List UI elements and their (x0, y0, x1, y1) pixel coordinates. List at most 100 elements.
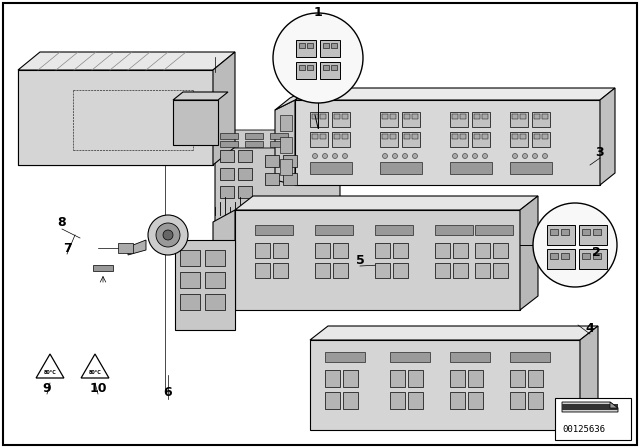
Bar (270, 141, 288, 147)
Bar (118, 243, 133, 253)
Text: 9: 9 (43, 382, 51, 395)
Bar (220, 141, 238, 147)
Bar (238, 168, 252, 180)
Circle shape (533, 203, 617, 287)
Bar (343, 392, 358, 409)
Bar (320, 114, 326, 119)
Bar (280, 137, 292, 153)
Bar (315, 243, 330, 258)
Bar (283, 155, 297, 167)
Text: 7: 7 (63, 241, 72, 254)
Bar (550, 253, 558, 259)
Bar (220, 133, 238, 139)
Circle shape (273, 13, 363, 103)
Bar (265, 173, 279, 185)
Bar (450, 162, 492, 174)
Bar (528, 370, 543, 387)
Bar (325, 370, 340, 387)
Bar (450, 132, 468, 147)
Polygon shape (610, 402, 618, 408)
Bar (510, 370, 525, 387)
Bar (312, 134, 318, 139)
Bar (520, 134, 526, 139)
Bar (542, 114, 548, 119)
Text: 1: 1 (314, 5, 323, 18)
Bar (475, 263, 490, 278)
Bar (542, 134, 548, 139)
Bar (93, 265, 113, 271)
Circle shape (312, 154, 317, 159)
Bar (412, 134, 418, 139)
Circle shape (392, 154, 397, 159)
Bar (593, 253, 601, 259)
Bar (220, 150, 234, 162)
Polygon shape (215, 120, 320, 148)
Bar (493, 243, 508, 258)
Bar (532, 112, 550, 127)
Bar (283, 173, 297, 185)
Bar (408, 370, 423, 387)
Bar (334, 114, 340, 119)
Bar (333, 263, 348, 278)
Bar (404, 114, 410, 119)
Bar (325, 392, 340, 409)
Bar (408, 392, 423, 409)
Bar (220, 186, 234, 198)
Bar (310, 162, 352, 174)
Bar (472, 112, 490, 127)
Bar (245, 133, 263, 139)
Polygon shape (18, 70, 213, 165)
Bar (273, 243, 288, 258)
Bar (390, 352, 430, 362)
Bar (390, 392, 405, 409)
Bar (310, 132, 328, 147)
Bar (534, 134, 540, 139)
Bar (334, 134, 340, 139)
Bar (307, 43, 313, 48)
Bar (512, 134, 518, 139)
Bar (315, 225, 353, 235)
Bar (332, 112, 350, 127)
Bar (493, 263, 508, 278)
Bar (474, 134, 480, 139)
Bar (280, 115, 292, 131)
Polygon shape (235, 210, 520, 310)
Circle shape (156, 223, 180, 247)
Bar (296, 62, 316, 79)
Bar (452, 114, 458, 119)
Bar (460, 134, 466, 139)
Bar (180, 294, 200, 310)
Polygon shape (520, 196, 538, 310)
Bar (468, 370, 483, 387)
Bar (375, 243, 390, 258)
Bar (255, 243, 270, 258)
Bar (390, 114, 396, 119)
Circle shape (323, 154, 328, 159)
Bar (475, 225, 513, 235)
Text: 5: 5 (356, 254, 364, 267)
Bar (273, 263, 288, 278)
Bar (331, 65, 337, 70)
Bar (453, 263, 468, 278)
Bar (299, 43, 305, 48)
Polygon shape (275, 100, 295, 185)
Bar (180, 272, 200, 288)
Bar (320, 134, 326, 139)
Circle shape (163, 230, 173, 240)
Bar (579, 225, 607, 245)
Bar (412, 114, 418, 119)
Bar (315, 263, 330, 278)
Bar (402, 132, 420, 147)
Bar (450, 370, 465, 387)
Bar (375, 263, 390, 278)
Polygon shape (18, 52, 235, 70)
Polygon shape (213, 52, 235, 165)
Bar (331, 43, 337, 48)
Circle shape (403, 154, 408, 159)
Bar (380, 132, 398, 147)
Bar (510, 352, 550, 362)
Bar (205, 272, 225, 288)
Bar (296, 40, 316, 57)
Bar (323, 43, 329, 48)
Circle shape (342, 154, 348, 159)
